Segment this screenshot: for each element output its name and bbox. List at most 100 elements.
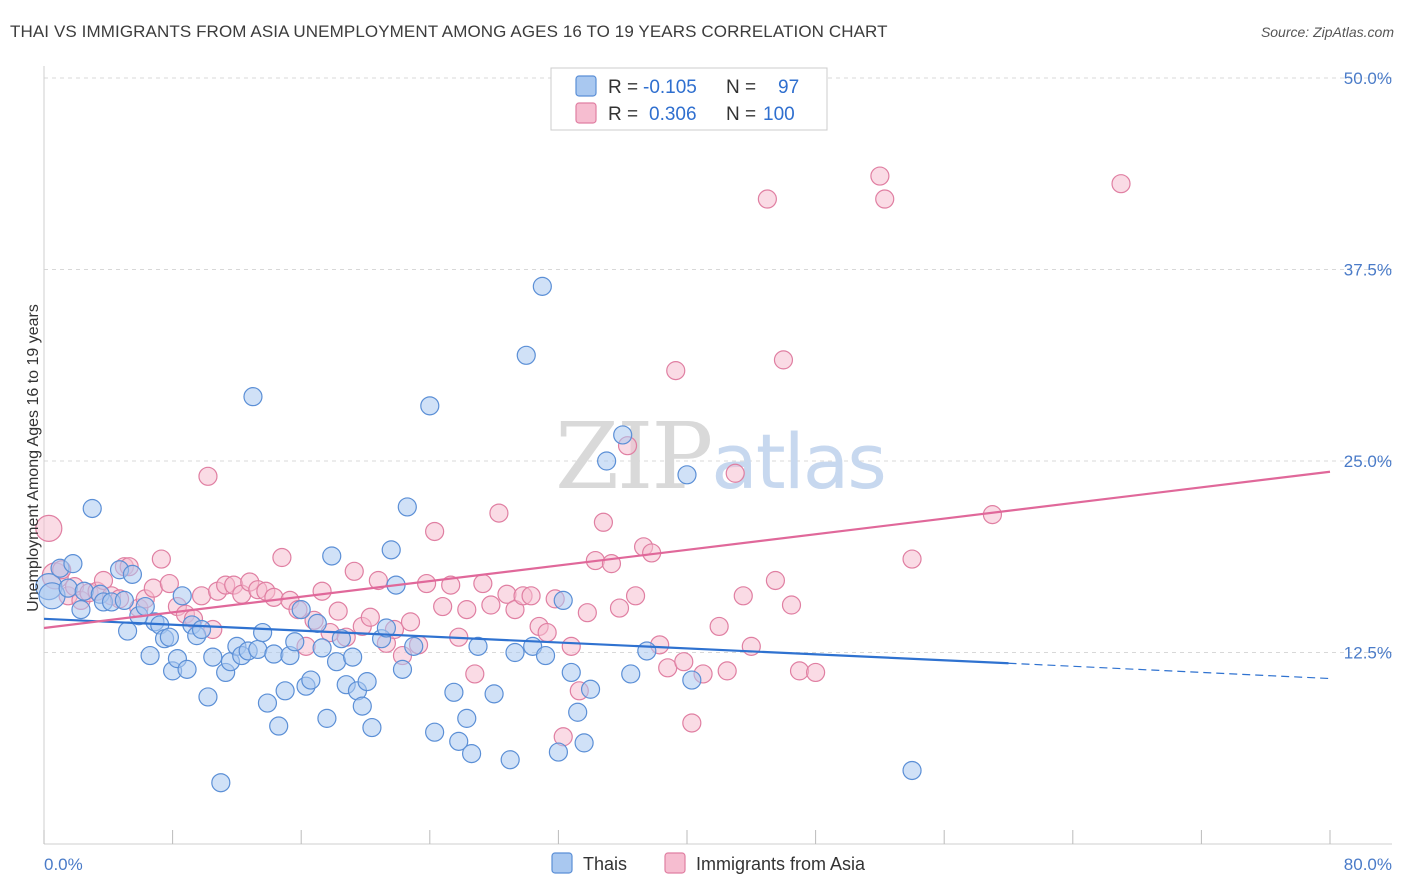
asia-point xyxy=(521,586,541,606)
thai-point xyxy=(177,659,197,679)
thai-point xyxy=(561,662,581,683)
thai-point xyxy=(74,581,94,601)
thai-point xyxy=(637,641,657,661)
asia-point xyxy=(35,514,63,543)
thai-point xyxy=(159,627,179,647)
thai-point xyxy=(362,717,382,738)
asia-point xyxy=(875,189,895,209)
thai-point xyxy=(532,276,552,296)
thai-point xyxy=(902,760,922,781)
thai-point xyxy=(211,773,231,793)
asia-point xyxy=(191,586,212,606)
grid-lines xyxy=(44,77,1392,653)
asia-point xyxy=(561,636,581,656)
asia-point xyxy=(360,607,380,627)
thai-point xyxy=(191,619,212,640)
thai-point xyxy=(198,687,218,707)
thai-point xyxy=(291,600,311,620)
bottom-legend: Thais Immigrants from Asia xyxy=(551,852,866,874)
y-axis-title: Unemployment Among Ages 16 to 19 years xyxy=(25,304,42,612)
thai-point xyxy=(574,733,594,753)
asia-point xyxy=(143,578,163,598)
asia-point xyxy=(481,595,501,615)
legend-n-value: 100 xyxy=(763,104,795,125)
thai-point xyxy=(322,546,342,566)
legend-box xyxy=(550,67,828,131)
legend-n-value: 97 xyxy=(778,77,799,98)
bottom-legend-label-asia: Immigrants from Asia xyxy=(696,854,866,874)
asia-point xyxy=(609,598,630,618)
thai-point xyxy=(597,451,617,471)
thai-point xyxy=(682,670,702,690)
asia-point xyxy=(425,521,445,542)
thai-point xyxy=(307,613,327,633)
asia-point xyxy=(416,573,437,594)
y-tick-label: 50.0% xyxy=(1344,69,1392,88)
asia-point xyxy=(658,658,678,678)
thai-trend-extension xyxy=(1008,662,1331,680)
thai-point xyxy=(285,632,305,652)
thai-point xyxy=(444,682,464,702)
asia-point xyxy=(328,601,348,621)
thai-point xyxy=(172,586,192,606)
thai-point xyxy=(114,590,134,611)
asia-point xyxy=(625,586,646,606)
thai-point xyxy=(449,731,469,751)
asia-point xyxy=(781,595,802,615)
thai-point xyxy=(275,681,295,701)
thai-point xyxy=(243,387,263,407)
asia-point xyxy=(757,189,777,209)
thai-point xyxy=(420,396,440,416)
asia-point xyxy=(982,505,1003,525)
watermark: ZIPatlas xyxy=(555,403,885,510)
thai-point xyxy=(269,716,289,736)
thai-point xyxy=(535,645,556,666)
legend-r-label: R = xyxy=(608,77,638,98)
asia-point xyxy=(682,713,702,733)
legend: R = -0.105 N = 97 R = 0.306 N = 100 xyxy=(550,67,828,131)
thai-point xyxy=(312,638,332,658)
legend-r-value: 0.306 xyxy=(649,104,697,125)
thai-point xyxy=(317,708,337,728)
thai-point xyxy=(301,670,321,690)
asia-point xyxy=(473,573,493,594)
legend-n-label: N = xyxy=(726,104,756,125)
asia-point xyxy=(457,600,477,620)
thai-point xyxy=(376,618,396,638)
y-tick-label: 12.5% xyxy=(1344,644,1392,663)
legend-swatch-asia xyxy=(575,102,597,124)
asia-point xyxy=(400,612,421,632)
thai-point xyxy=(500,750,520,770)
legend-swatch-thai xyxy=(575,75,597,97)
asia-point xyxy=(198,466,218,486)
thai-point xyxy=(553,590,573,611)
thai-point xyxy=(357,672,377,692)
thai-point xyxy=(257,693,278,713)
y-tick-label: 25.0% xyxy=(1344,452,1392,471)
thai-point xyxy=(135,596,155,617)
thai-point xyxy=(404,636,424,656)
asia-point xyxy=(1111,174,1131,194)
trend-lines xyxy=(43,470,1331,680)
thai-point xyxy=(505,642,525,663)
asia-point xyxy=(666,361,686,381)
legend-n-label: N = xyxy=(726,77,756,98)
asia-point xyxy=(465,664,485,684)
thai-point xyxy=(326,652,347,672)
asia-point xyxy=(733,586,753,606)
asia-point xyxy=(709,616,729,637)
asia-point xyxy=(765,570,786,591)
asia-point xyxy=(805,662,826,683)
thai-point xyxy=(568,702,588,722)
thai-point xyxy=(122,564,143,584)
bottom-legend-swatch-asia xyxy=(664,852,686,874)
source-label: Source: ZipAtlas.com xyxy=(1260,24,1394,40)
watermark-zip: ZIP xyxy=(555,403,711,510)
asia-point xyxy=(902,549,922,569)
thai-point xyxy=(484,684,504,704)
asia-point xyxy=(368,570,388,591)
thai-point xyxy=(264,644,284,664)
asia-point xyxy=(264,587,284,607)
x-tick-label-min: 0.0% xyxy=(44,855,83,874)
